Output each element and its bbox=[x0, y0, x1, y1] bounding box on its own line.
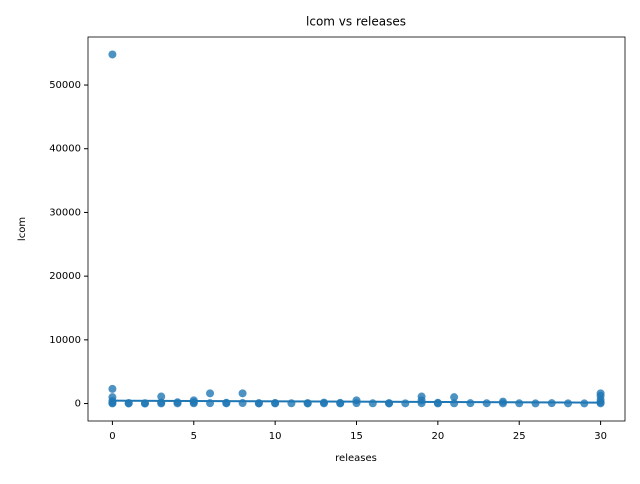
point bbox=[531, 399, 540, 408]
point bbox=[385, 399, 394, 408]
plot-frame bbox=[87, 36, 626, 422]
x-tick-label: 20 bbox=[431, 431, 444, 442]
point bbox=[417, 399, 426, 408]
point bbox=[498, 399, 507, 408]
point bbox=[352, 399, 361, 408]
y-tick-label: 50000 bbox=[49, 80, 81, 91]
y-tick-label: 10000 bbox=[49, 335, 81, 346]
point bbox=[157, 392, 166, 401]
x-tick-label: 30 bbox=[594, 431, 607, 442]
point bbox=[596, 399, 605, 408]
point bbox=[368, 399, 377, 408]
x-tick-label: 10 bbox=[269, 431, 282, 442]
point bbox=[450, 399, 459, 408]
x-tick-label: 15 bbox=[350, 431, 363, 442]
point bbox=[206, 389, 215, 398]
point bbox=[108, 384, 117, 393]
point bbox=[450, 393, 459, 402]
point bbox=[108, 50, 117, 59]
point bbox=[466, 399, 475, 408]
x-tick-label: 5 bbox=[191, 431, 197, 442]
y-tick-label: 0 bbox=[75, 399, 81, 410]
x-tick-label: 25 bbox=[513, 431, 526, 442]
fit-line bbox=[112, 399, 601, 404]
point bbox=[515, 399, 524, 408]
chart-title: lcom vs releases bbox=[306, 15, 406, 29]
y-tick-label: 40000 bbox=[49, 144, 81, 155]
y-tick-label: 20000 bbox=[49, 271, 81, 282]
y-axis-label: lcom bbox=[17, 217, 28, 241]
x-axis-label: releases bbox=[335, 453, 377, 464]
x-tick-label: 0 bbox=[109, 431, 115, 442]
point bbox=[401, 399, 410, 408]
y-tick-label: 30000 bbox=[49, 207, 81, 218]
point bbox=[433, 399, 442, 408]
point bbox=[238, 389, 247, 398]
point bbox=[482, 399, 491, 408]
